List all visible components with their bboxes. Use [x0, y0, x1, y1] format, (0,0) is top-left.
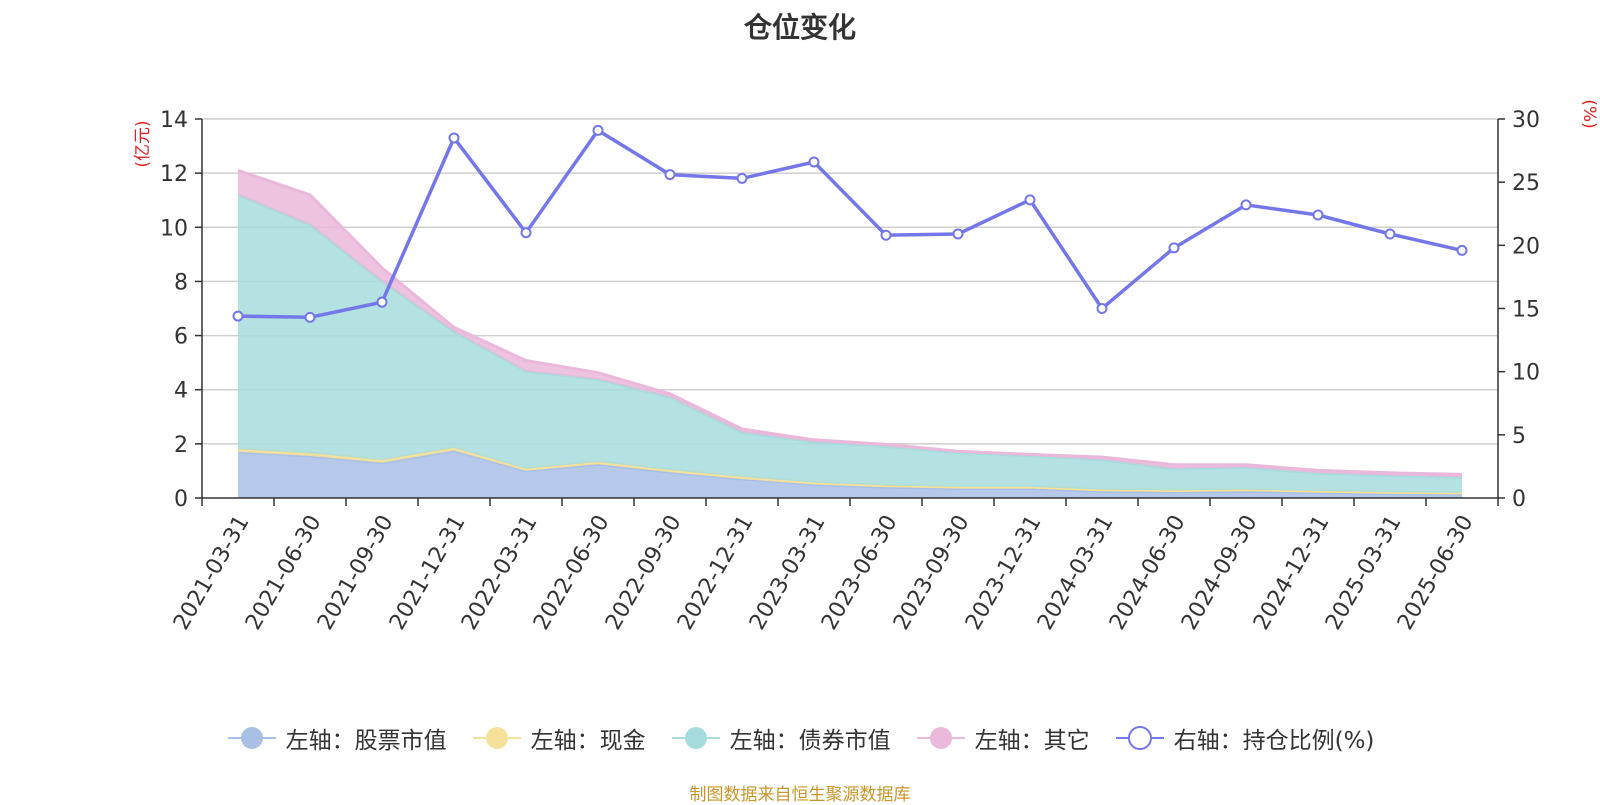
x-axis-tick-label: 2025-03-31 [1321, 511, 1407, 634]
x-axis-tick-label: 2022-09-30 [601, 511, 687, 634]
ratio-line [237, 128, 1463, 320]
left-axis-tick-label: 0 [174, 487, 188, 512]
ratio-point [304, 311, 316, 323]
right-axis-tick-label: 10 [1512, 361, 1540, 386]
left-axis-tick-label: 10 [160, 216, 188, 241]
ratio-point [376, 296, 388, 308]
ratio-point [232, 310, 244, 322]
filled-circle-icon [916, 727, 965, 749]
right-axis-tick-label: 20 [1512, 234, 1540, 259]
x-axis-tick-label: 2022-03-31 [457, 511, 543, 634]
x-axis-tick-label: 2025-06-30 [1393, 511, 1479, 634]
legend-item-ratio[interactable]: 右轴：持仓比例(%) [1114, 721, 1375, 755]
ratio-point [1024, 194, 1036, 206]
legend-label: 左轴：其它 [974, 728, 1090, 754]
area-series [237, 168, 1463, 498]
left-axis-tick-label: 2 [174, 433, 188, 458]
right-axis-tick-label: 15 [1512, 298, 1540, 323]
x-axis-tick-label: 2021-12-31 [385, 511, 471, 634]
left-axis-tick-label: 4 [174, 379, 188, 404]
ratio-point [808, 156, 820, 168]
legend-label: 左轴：股票市值 [285, 728, 447, 754]
x-axis-tick-label: 2024-12-31 [1249, 511, 1335, 634]
left-axis-tick-label: 6 [174, 325, 188, 350]
ratio-point [1096, 303, 1108, 314]
filled-circle-icon [472, 727, 521, 749]
ratio-point [1384, 228, 1396, 240]
x-axis-tick-label: 2024-06-30 [1105, 511, 1191, 634]
right-axis-tick-label: 30 [1512, 108, 1540, 133]
ratio-point [448, 132, 460, 144]
ratio-point [520, 227, 532, 239]
chart-canvas: 0 2 4 6 8 10 12 14 0 5 10 15 20 25 30 2021-03-312021-06… [133, 99, 1599, 634]
hollow-circle-icon [1115, 726, 1164, 750]
ratio-point [592, 124, 604, 136]
x-axis-tick-label: 2024-03-31 [1033, 511, 1119, 634]
legend-label: 左轴：债券市值 [729, 728, 891, 754]
left-axis-tick-label: 12 [160, 162, 188, 187]
ratio-point [952, 228, 964, 240]
x-axis-tick-label: 2021-03-31 [169, 511, 255, 634]
ratio-point [880, 229, 892, 241]
x-axis-tick-label: 2023-06-30 [817, 511, 903, 634]
right-axis-tick-label: 25 [1512, 171, 1540, 196]
ratio-point [664, 169, 676, 181]
stock-value-area [238, 450, 1462, 498]
x-axis-tick-label: 2022-06-30 [529, 511, 615, 634]
filled-circle-icon [671, 727, 720, 749]
right-axis-tick-label: 5 [1512, 424, 1526, 449]
legend-item-other[interactable]: 左轴：其它 [915, 721, 1090, 755]
legend-label: 左轴：现金 [530, 728, 646, 754]
right-axis-unit-label: (%) [1579, 99, 1599, 128]
left-axis-unit-label: (亿元) [133, 120, 153, 167]
ratio-line-series [232, 124, 1468, 323]
left-axis-tick-label: 8 [174, 270, 188, 295]
legend: 左轴：股票市值 左轴：现金 左轴：债券市值 左轴：其它 右轴：持仓比例(%) [0, 720, 1600, 756]
filled-circle-icon [227, 727, 276, 749]
x-axis-tick-label: 2023-09-30 [889, 511, 975, 634]
ratio-point [736, 172, 748, 184]
legend-item-bond[interactable]: 左轴：债券市值 [670, 721, 891, 755]
x-axis-tick-label: 2021-06-30 [241, 511, 327, 634]
ratio-point [1312, 209, 1324, 221]
left-axis-tick-label: 14 [160, 108, 188, 133]
x-axis-tick-label: 2022-12-31 [673, 511, 759, 634]
x-axis-tick-label: 2023-03-31 [745, 511, 831, 634]
ratio-point [1240, 199, 1252, 211]
legend-label: 右轴：持仓比例(%) [1173, 728, 1375, 754]
right-axis-tick-label: 0 [1512, 487, 1526, 512]
legend-item-stock[interactable]: 左轴：股票市值 [226, 721, 447, 755]
x-axis-tick-label: 2024-09-30 [1177, 511, 1263, 634]
x-axis-tick-label: 2021-09-30 [313, 511, 399, 634]
other-area-edge [237, 168, 1463, 476]
ratio-point [1456, 244, 1468, 256]
chart-title: 仓位变化 [743, 11, 856, 44]
x-axis-tick-label: 2023-12-31 [961, 511, 1047, 634]
source-note: 制图数据来自恒生聚源数据库 [689, 785, 911, 805]
bond-value-area [238, 194, 1462, 493]
ratio-point [1168, 242, 1180, 254]
legend-item-cash[interactable]: 左轴：现金 [471, 721, 646, 755]
